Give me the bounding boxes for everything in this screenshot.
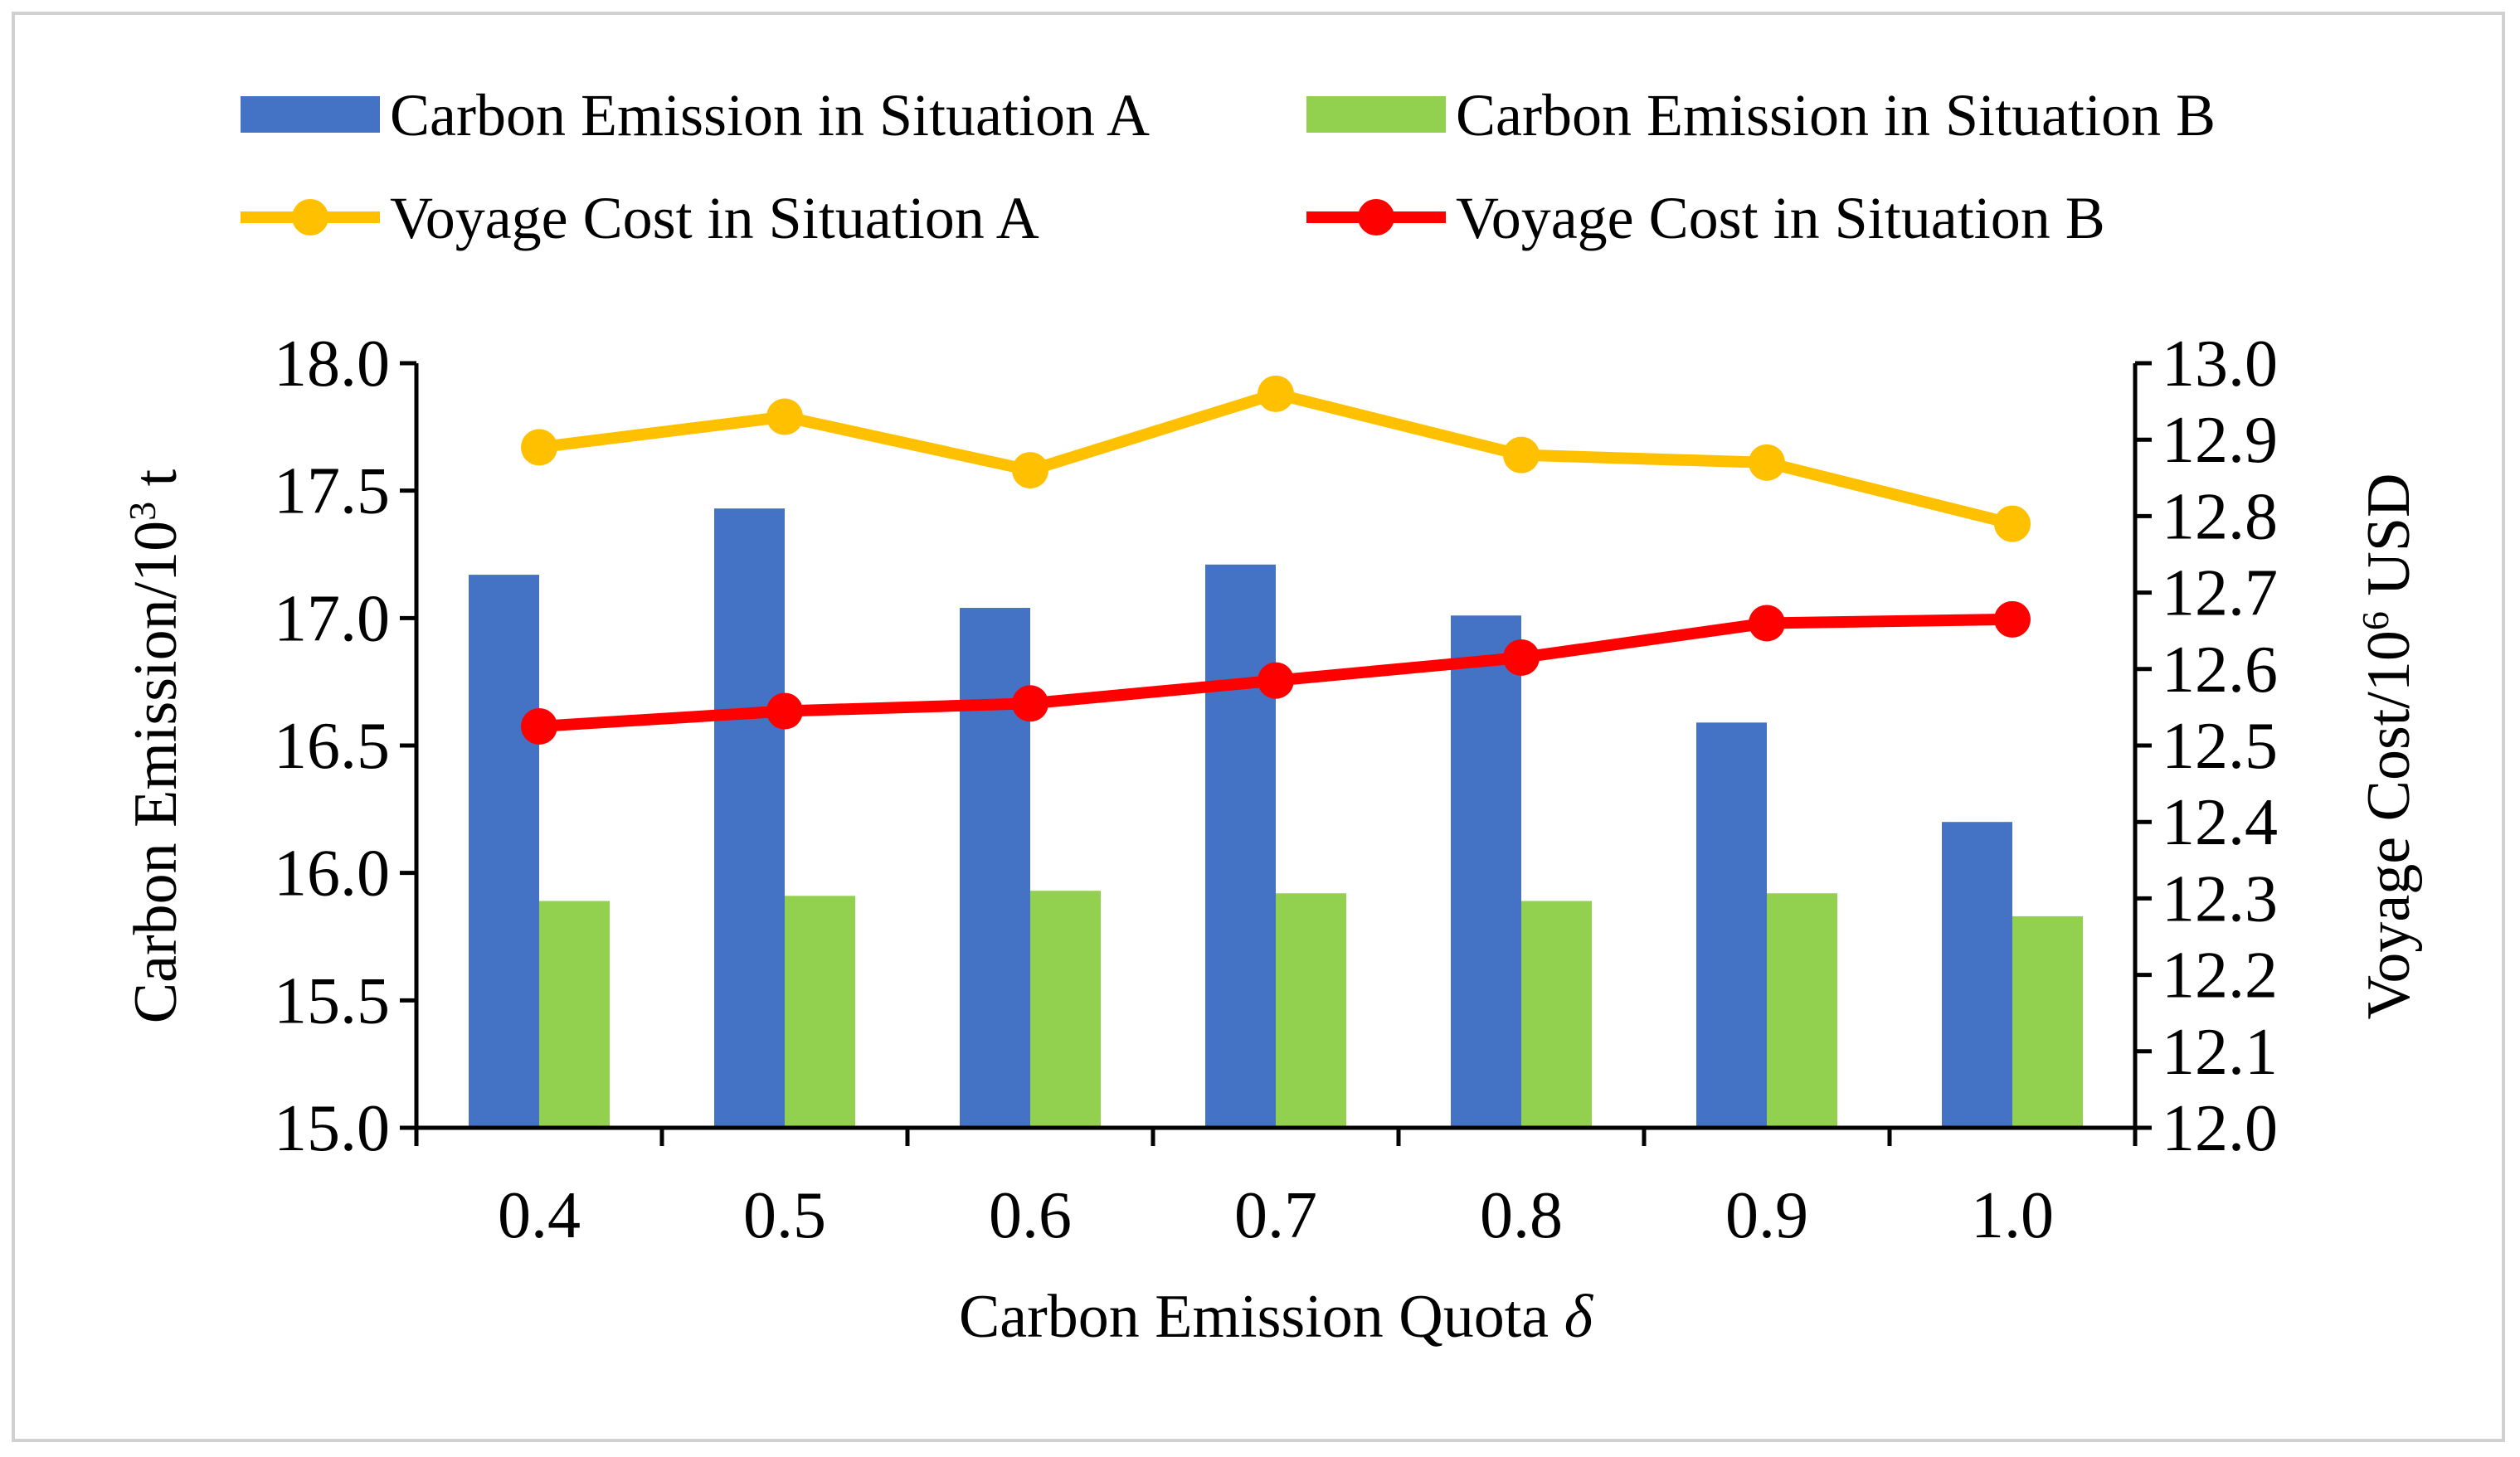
y-left-tick-label: 16.0 <box>274 838 390 911</box>
point-voyage-cost-situation-a <box>766 398 803 435</box>
x-tick-label: 0.8 <box>1480 1179 1563 1252</box>
line-voyage-cost-situation-a <box>533 387 2018 530</box>
bars-layer <box>469 508 2083 1128</box>
y-left-tick-label: 17.0 <box>274 582 390 655</box>
bar-situation-a <box>1451 615 1521 1128</box>
point-voyage-cost-situation-a <box>1994 505 2031 542</box>
point-voyage-cost-situation-b <box>1503 639 1540 676</box>
y-right-tick-label: 12.6 <box>2162 634 2278 707</box>
point-voyage-cost-situation-b <box>1994 600 2031 638</box>
point-voyage-cost-situation-b <box>1012 685 1048 722</box>
point-voyage-cost-situation-a <box>1258 375 1294 412</box>
axes-layer <box>400 361 2152 1146</box>
bar-situation-b <box>785 896 855 1128</box>
legend-item: Carbon Emission in Situation B <box>1306 82 2216 148</box>
y-right-tick-label: 12.3 <box>2162 862 2278 935</box>
bar-situation-b <box>539 901 610 1128</box>
bar-situation-b <box>2012 915 2083 1128</box>
legend-swatch-marker <box>1358 199 1394 236</box>
point-voyage-cost-situation-b <box>1749 605 1785 642</box>
point-voyage-cost-situation-b <box>1258 662 1294 699</box>
point-voyage-cost-situation-a <box>521 429 557 466</box>
x-tick-label: 0.7 <box>1234 1179 1317 1252</box>
lines-layer <box>521 375 2031 745</box>
x-tick-label: 0.4 <box>498 1179 581 1252</box>
point-voyage-cost-situation-a <box>1749 444 1785 481</box>
bar-situation-a <box>1205 564 1276 1128</box>
legend-label: Carbon Emission in Situation B <box>1456 82 2216 148</box>
legend-swatch-marker <box>292 199 328 236</box>
legend-label: Carbon Emission in Situation A <box>390 82 1150 148</box>
y-right-tick-label: 12.1 <box>2162 1016 2278 1089</box>
point-voyage-cost-situation-b <box>766 692 803 730</box>
legend-item: Voyage Cost in Situation B <box>1306 185 2105 251</box>
bar-situation-b <box>1276 893 1346 1128</box>
x-tick-label: 0.9 <box>1725 1179 1808 1252</box>
bar-situation-a <box>1942 822 2012 1128</box>
y-left-tick-label: 16.5 <box>274 710 390 783</box>
bar-situation-a <box>960 608 1030 1128</box>
y-right-tick-label: 13.0 <box>2162 328 2278 401</box>
y-right-tick-label: 12.2 <box>2162 940 2278 1013</box>
legend-swatch-bar <box>241 96 380 133</box>
y-right-tick-label: 12.5 <box>2162 710 2278 783</box>
y-right-tick-label: 12.7 <box>2162 557 2278 630</box>
y-left-tick-label: 15.0 <box>274 1092 390 1165</box>
legend-label: Voyage Cost in Situation B <box>1456 185 2105 251</box>
bar-situation-b <box>1030 891 1101 1128</box>
x-tick-label: 1.0 <box>1971 1179 2054 1252</box>
y-axis-left-title: Carbon Emission/103 t <box>121 469 191 1023</box>
y-left-tick-label: 15.5 <box>274 964 390 1037</box>
y-right-tick-label: 12.4 <box>2162 786 2278 859</box>
bar-situation-b <box>1521 901 1592 1128</box>
y-left-tick-label: 17.5 <box>274 455 390 528</box>
y-right-tick-label: 12.0 <box>2162 1092 2278 1165</box>
labels-layer: 15.0 15.5 16.0 16.5 17.0 17.5 18.0 12.012.112.2… <box>121 328 2424 1351</box>
x-tick-label: 0.5 <box>743 1179 826 1252</box>
legend-swatch-bar <box>1306 96 1446 133</box>
y-right-tick-label: 12.8 <box>2162 480 2278 553</box>
legend-item: Voyage Cost in Situation A <box>241 185 1039 251</box>
legend: Carbon Emission in Situation A Carbon Emi… <box>241 82 2216 251</box>
point-voyage-cost-situation-a <box>1503 436 1540 474</box>
y-left-tick-label: 18.0 <box>274 328 390 401</box>
point-voyage-cost-situation-a <box>1012 452 1048 489</box>
bar-situation-a <box>1696 722 1767 1128</box>
bar-situation-a <box>714 508 785 1128</box>
legend-item: Carbon Emission in Situation A <box>241 82 1150 148</box>
bar-situation-b <box>1767 893 1837 1128</box>
bar-situation-a <box>469 575 539 1128</box>
point-voyage-cost-situation-b <box>521 707 557 745</box>
legend-label: Voyage Cost in Situation A <box>390 185 1039 251</box>
x-tick-label: 0.6 <box>989 1179 1072 1252</box>
y-right-tick-label: 12.9 <box>2162 404 2278 477</box>
y-axis-right-title: Voyage Cost/106 USD <box>2354 474 2424 1020</box>
x-axis-title: Carbon Emission Quota δ <box>959 1283 1594 1351</box>
